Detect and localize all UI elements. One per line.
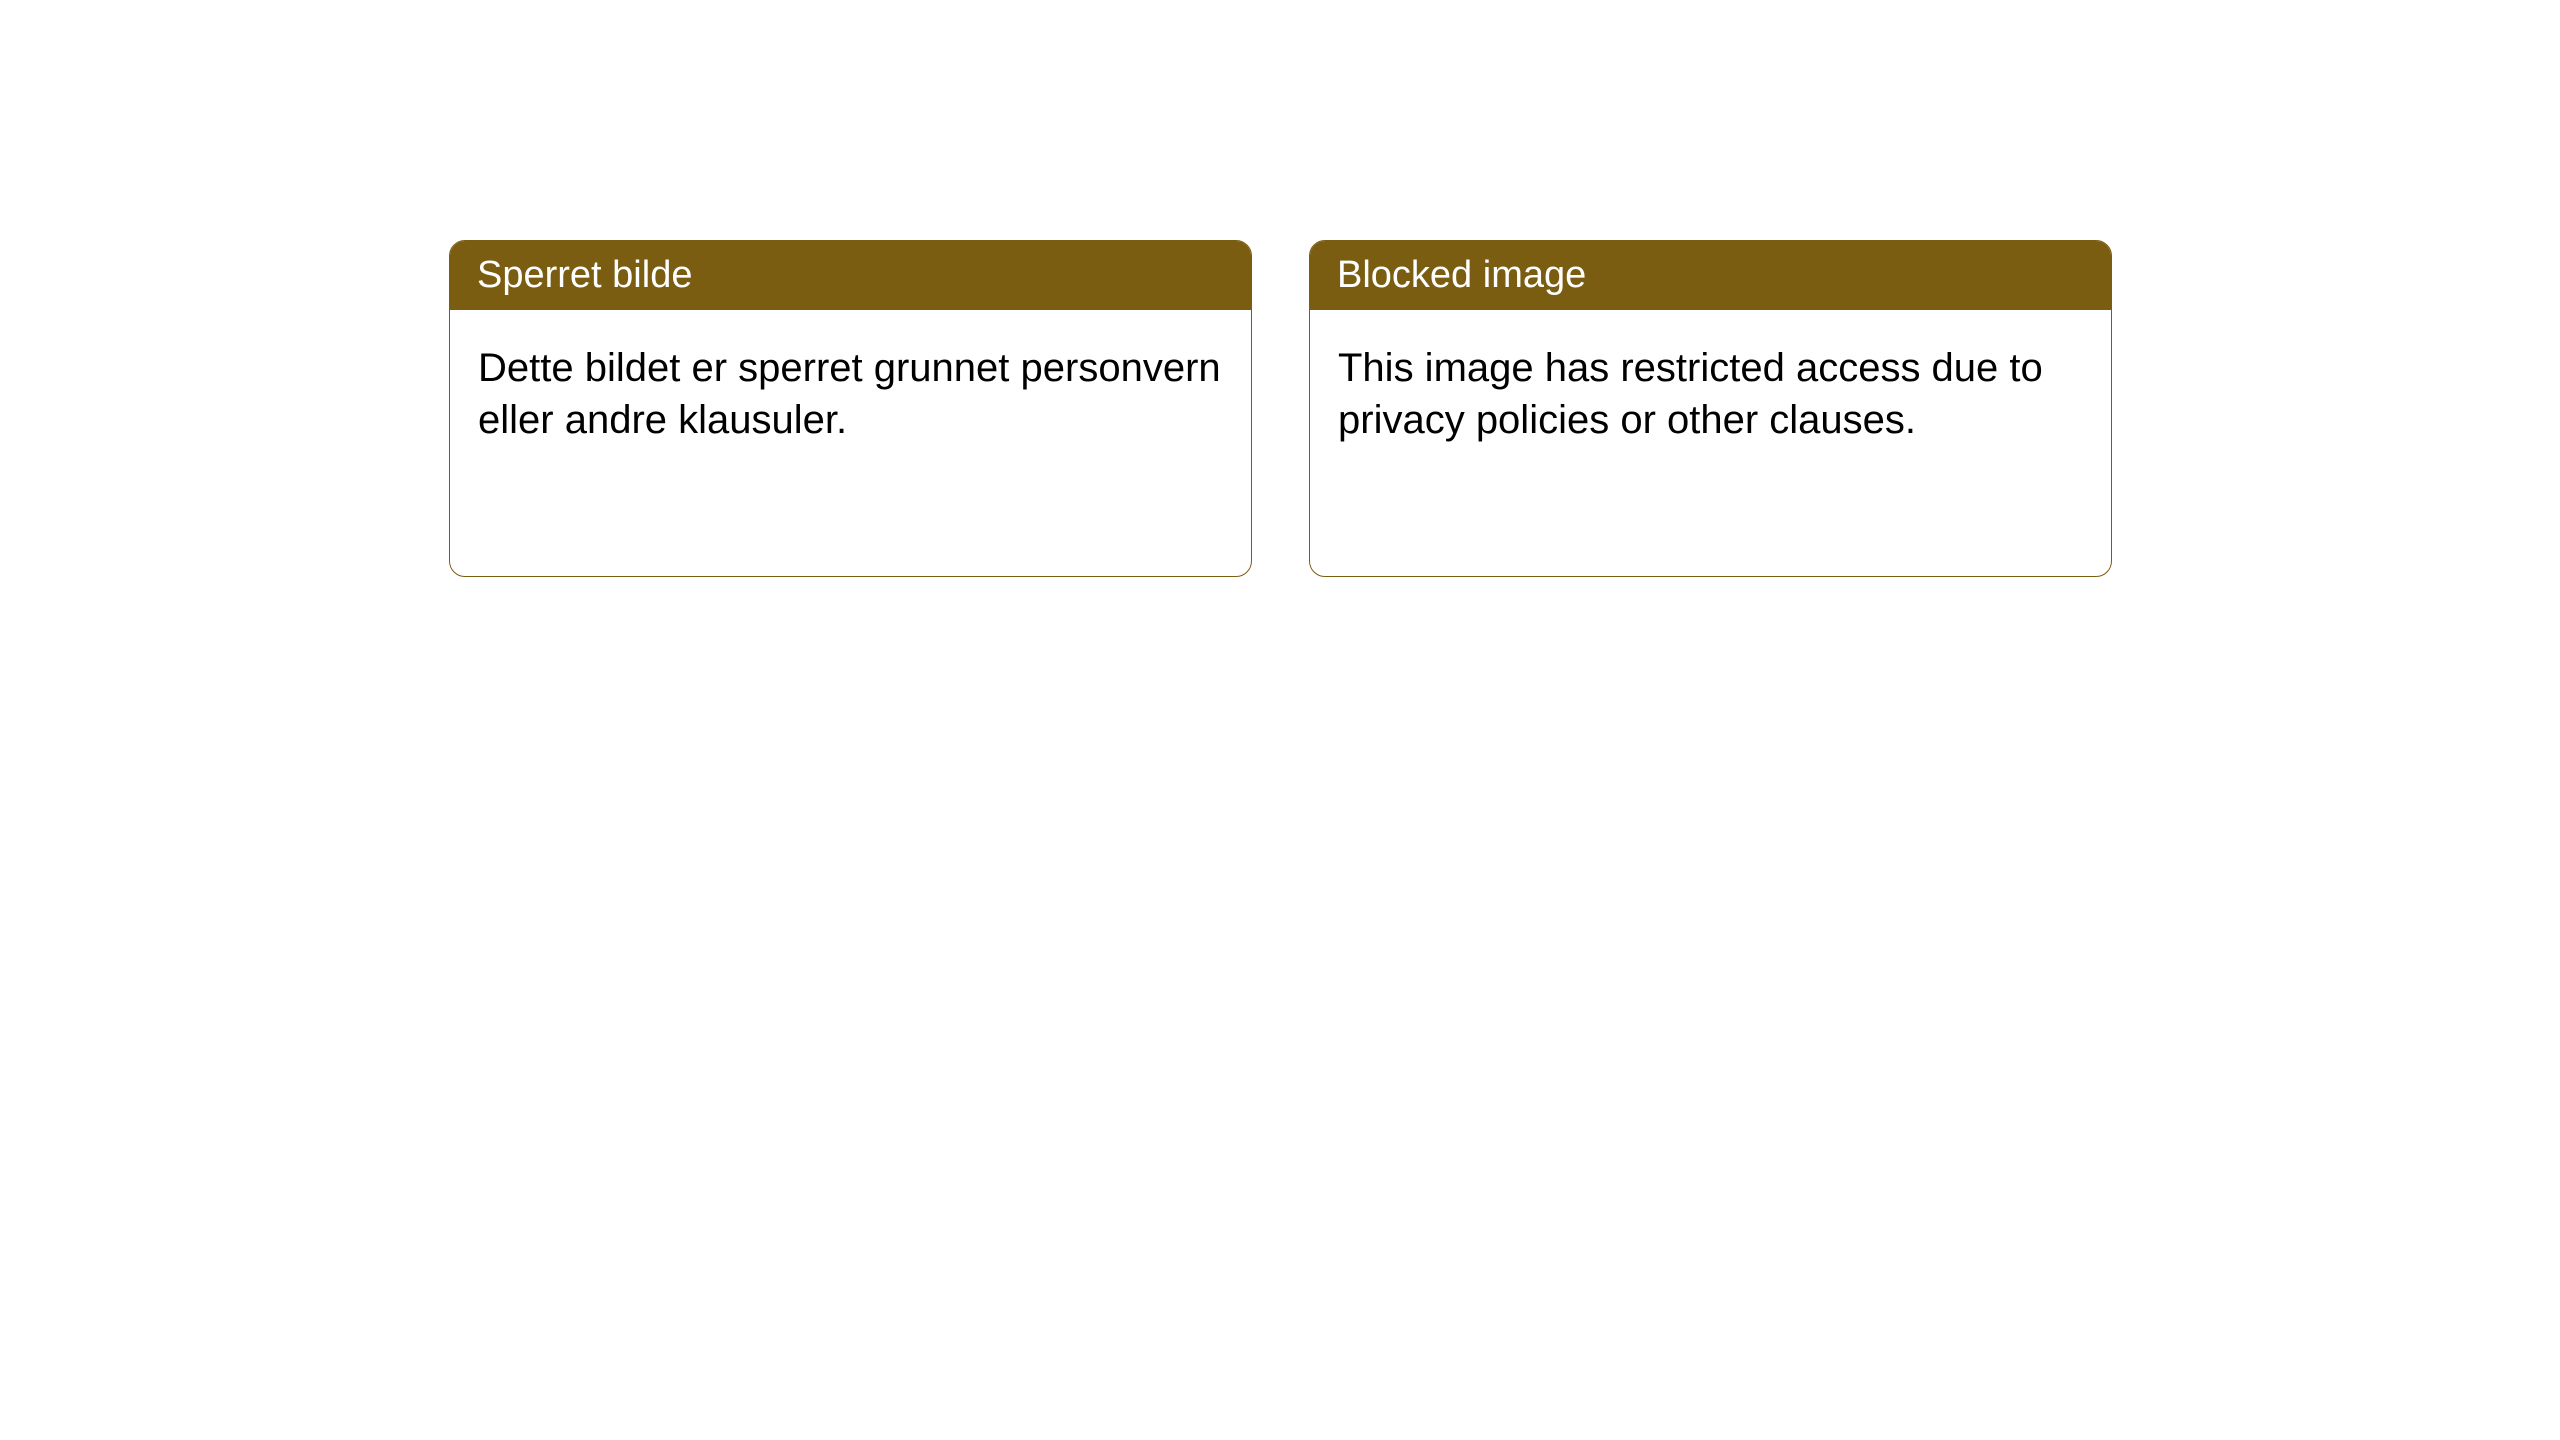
notice-card-body: This image has restricted access due to … (1310, 310, 2111, 478)
notice-cards-container: Sperret bilde Dette bildet er sperret gr… (449, 240, 2112, 577)
notice-card-title: Blocked image (1310, 241, 2111, 310)
notice-card-norwegian: Sperret bilde Dette bildet er sperret gr… (449, 240, 1252, 577)
notice-card-body: Dette bildet er sperret grunnet personve… (450, 310, 1251, 478)
notice-card-english: Blocked image This image has restricted … (1309, 240, 2112, 577)
notice-card-title: Sperret bilde (450, 241, 1251, 310)
